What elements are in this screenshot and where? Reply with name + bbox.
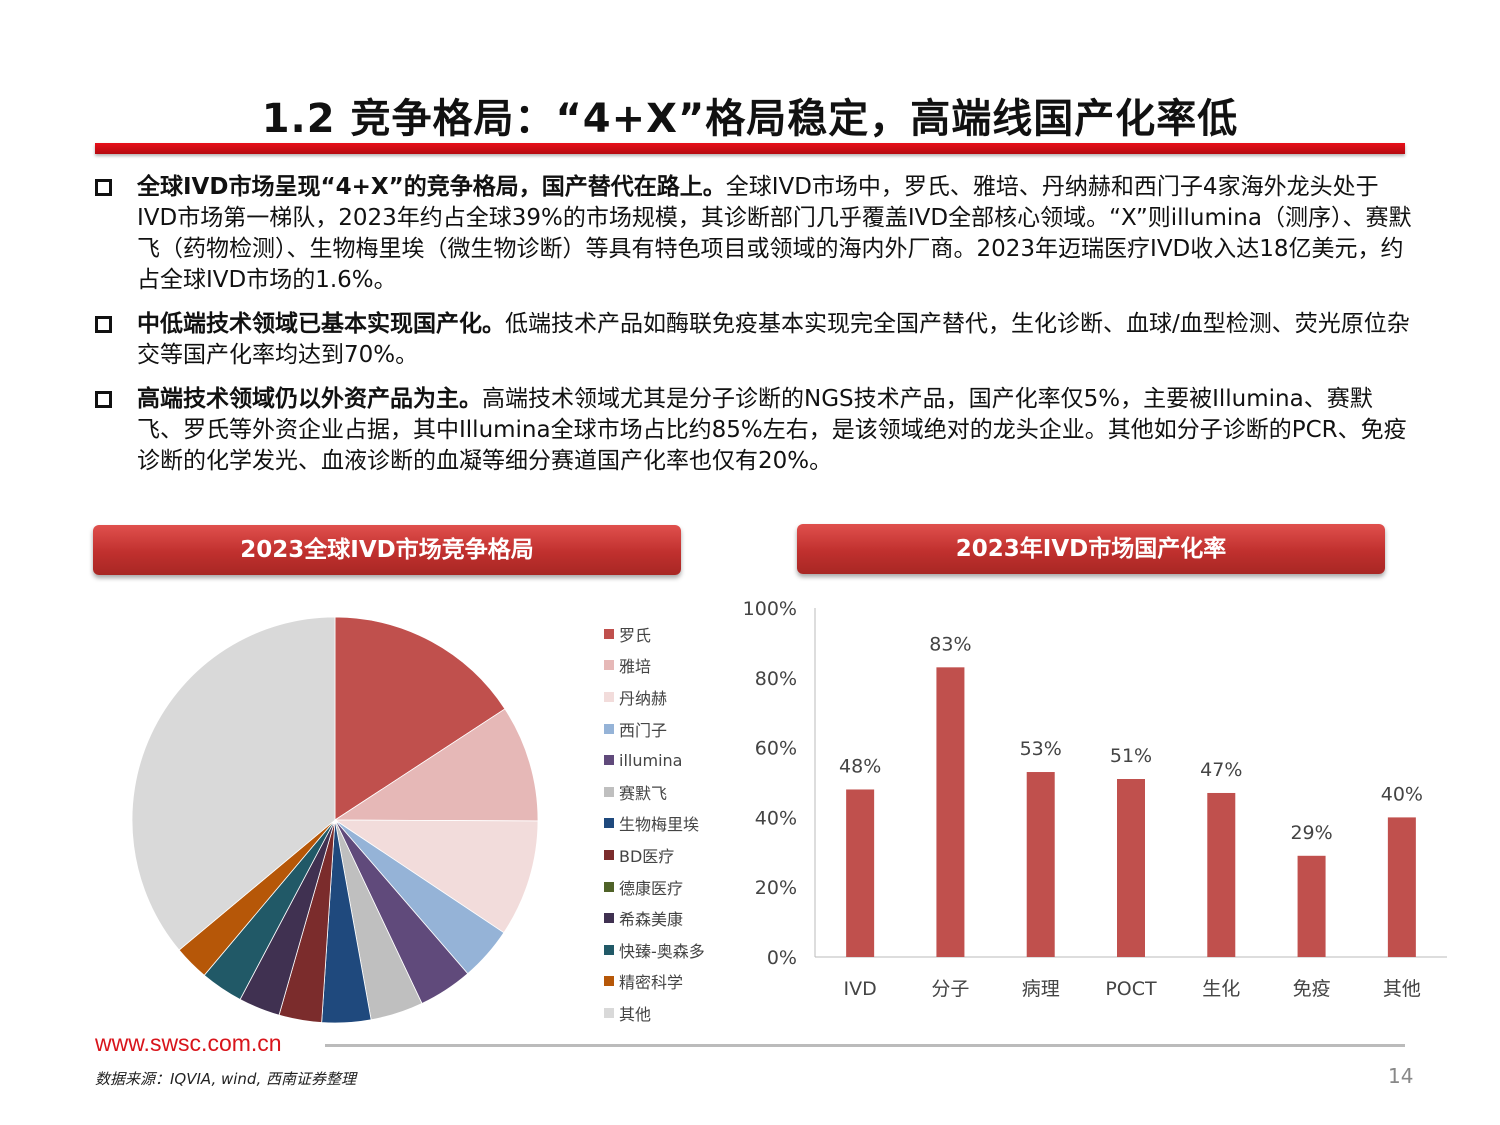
square-bullet-icon [95,179,112,196]
legend-item: 德康医疗 [604,871,705,903]
square-bullet-icon [95,316,112,333]
pie-slice-0 [334,616,506,821]
legend-swatch [604,691,614,702]
bar-6 [1387,817,1416,957]
x-tick-label: POCT [1105,978,1157,1000]
bullet-lead: 中低端技术领域已基本实现国产化。 [137,311,505,337]
bar-chart: 0% 20% 40% 60% 80% 100% 48% IVD 83% 分子 53% 病理 51% POC… [743,598,1447,1000]
legend-item: 西门子 [604,713,705,745]
data-source: 数据来源：IQVIA, wind, 西南证券整理 [95,1070,356,1088]
legend-label: 罗氏 [619,625,652,645]
legend-label: 丹纳赫 [619,688,668,708]
legend-swatch [604,976,614,987]
square-bullet-icon [95,391,112,408]
legend-swatch [604,944,614,955]
title-divider [95,143,1405,154]
bar-4 [1207,792,1236,957]
legend-label: 快臻-奥森多 [619,941,705,961]
data-label: 48% [839,755,881,777]
legend-label: 生物梅里埃 [619,815,700,835]
x-tick-label: IVD [844,978,877,1000]
legend-swatch [604,913,614,924]
pie-legend: 罗氏雅培丹纳赫西门子 illumina 赛默飞生物梅里埃 BD医疗德康医疗希森美康快臻… [604,618,705,1029]
legend-item: 希森美康 [604,902,705,934]
bar-2 [1026,772,1055,957]
data-label: 29% [1290,822,1332,844]
legend-item: 丹纳赫 [604,681,705,713]
y-tick-label: 20% [755,877,797,899]
legend-item: illumina [604,744,705,776]
legend-swatch [604,1007,614,1018]
legend-swatch [604,723,614,734]
bullet-lead: 高端技术领域仍以外资产品为主。 [137,386,482,412]
legend-item: 雅培 [604,650,705,682]
x-tick-label: 病理 [1022,978,1060,1000]
page-number: 14 [1388,1064,1414,1088]
pie-slice-2 [333,819,539,934]
legend-label: 德康医疗 [619,878,684,898]
x-tick-label: 生化 [1202,978,1240,1000]
pie-chart-title: 2023全球IVD市场竞争格局 [93,525,681,575]
legend-label: 西门子 [619,720,668,740]
legend-swatch [604,786,614,797]
legend-swatch [604,660,614,671]
y-tick-label: 60% [755,738,797,760]
bullet-2: 中低端技术领域已基本实现国产化。低端技术产品如酶联免疫基本实现完全国产替代，生化… [95,309,1415,371]
bullet-lead: 全球IVD市场呈现“4+X”的竞争格局，国产替代在路上。 [137,174,726,200]
legend-item: BD医疗 [604,839,705,871]
legend-label: 赛默飞 [619,783,668,803]
x-tick-label: 免疫 [1293,978,1331,1000]
bar-5 [1297,855,1326,957]
bar-3 [1117,779,1145,957]
data-label: 40% [1381,783,1423,805]
legend-swatch [604,755,614,766]
data-label: 47% [1200,759,1242,781]
data-label: 51% [1110,745,1152,767]
legend-label: 希森美康 [619,910,684,930]
legend-swatch [604,628,614,639]
data-label: 83% [929,633,971,655]
legend-item: 其他 [604,997,705,1029]
pie-chart [131,616,539,1024]
legend-item: 精密科学 [604,966,705,998]
y-tick-label: 40% [755,807,797,829]
legend-swatch [604,881,614,892]
legend-label: 精密科学 [619,973,684,993]
bullet-text: 全球IVD市场中，罗氏、雅培、丹纳赫和西门子4家海外龙头处于IVD市场第一梯队，… [137,174,1412,293]
x-tick-label: 其他 [1383,978,1421,1000]
legend-swatch [604,849,614,860]
bar-0 [846,789,875,957]
legend-item: 生物梅里埃 [604,808,705,840]
legend-label: 其他 [619,1004,652,1024]
bullet-text: 高端技术领域尤其是分子诊断的NGS技术产品，国产化率仅5%，主要被Illumin… [137,386,1407,474]
pie-slice-12 [131,616,336,951]
legend-item: 快臻-奥森多 [604,934,705,966]
bar-chart-title: 2023年IVD市场国产化率 [797,524,1385,574]
bullet-text: 低端技术产品如酶联免疫基本实现完全国产替代，生化诊断、血球/血型检测、荧光原位杂… [137,311,1410,368]
website-url[interactable]: www.swsc.com.cn [95,1030,282,1056]
bar-1 [936,667,965,957]
legend-item: 罗氏 [604,618,705,650]
footer-divider [325,1044,1405,1047]
legend-label: illumina [619,750,683,770]
legend-label: 雅培 [619,657,652,677]
y-tick-label: 100% [743,598,797,620]
legend-item: 赛默飞 [604,776,705,808]
slide-title: 1.2 竞争格局：“4+X”格局稳定，高端线国产化率低 [261,96,1239,142]
y-tick-label: 0% [767,947,797,969]
y-tick-label: 80% [755,668,797,690]
legend-swatch [604,818,614,829]
x-tick-label: 分子 [931,978,969,1000]
legend-label: BD医疗 [619,846,675,866]
bullet-1: 全球IVD市场呈现“4+X”的竞争格局，国产替代在路上。全球IVD市场中，罗氏、… [95,172,1415,296]
pie-slice-1 [333,708,539,822]
bullet-3: 高端技术领域仍以外资产品为主。高端技术领域尤其是分子诊断的NGS技术产品，国产化… [95,384,1415,477]
data-label: 53% [1020,738,1062,760]
